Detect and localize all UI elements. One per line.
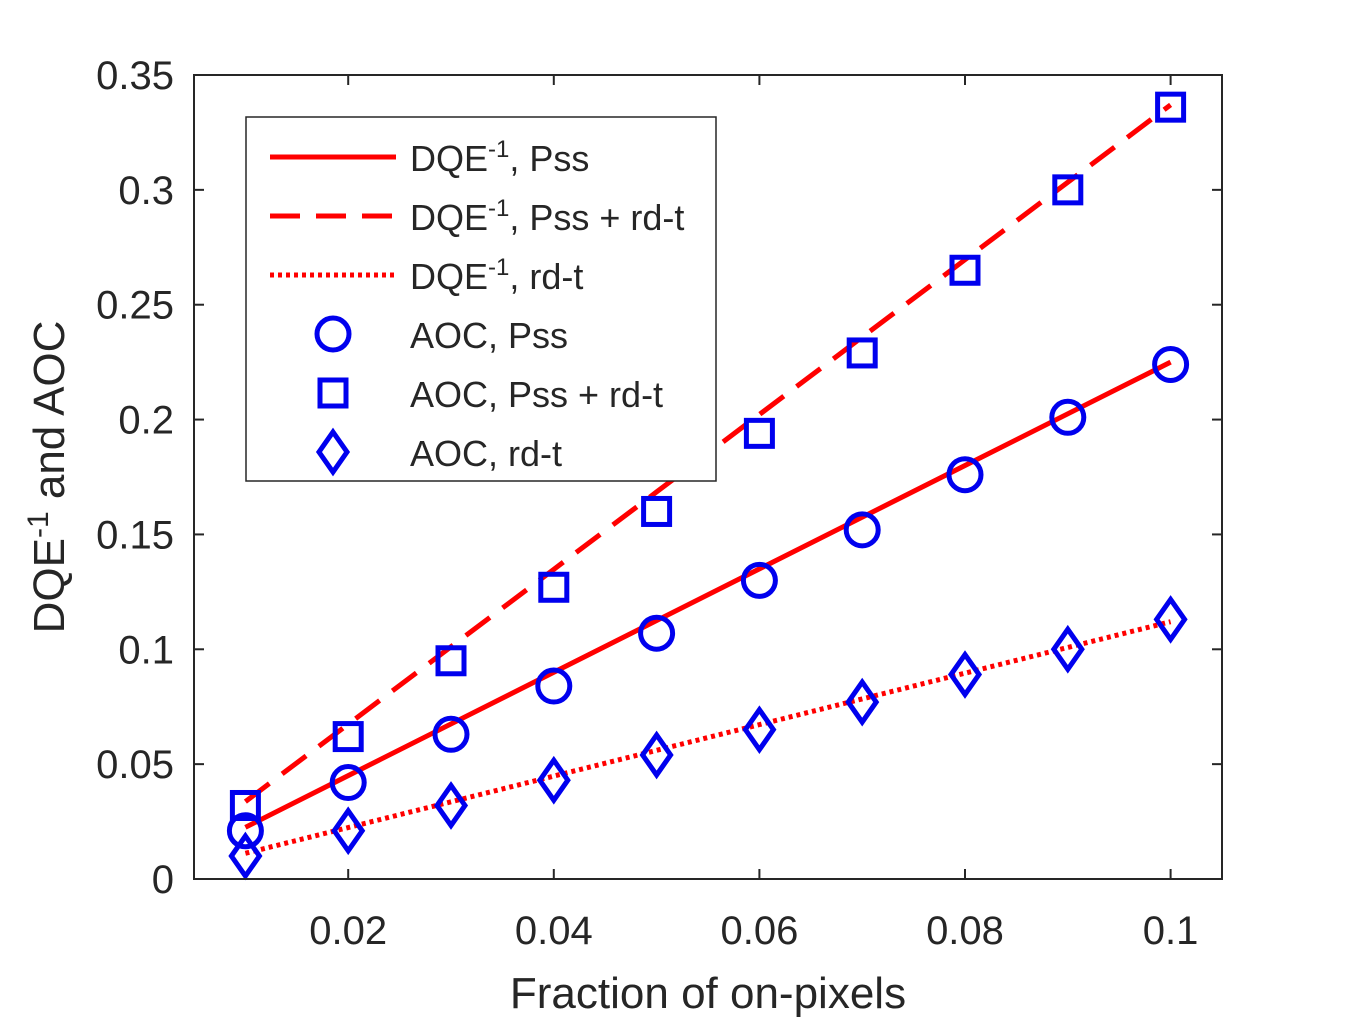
data-point-square [1155, 91, 1187, 123]
legend-label: AOC, rd-t [410, 433, 562, 474]
y-axis-label: DQE-1 and AOC [22, 321, 74, 634]
legend-label-main: AOC, Pss + rd-t [410, 374, 663, 415]
legend-label-rest: , Pss [509, 138, 589, 179]
data-point-circle [535, 667, 573, 705]
data-point-square [435, 645, 467, 677]
legend-label-main: DQE [410, 138, 488, 179]
data-point-diamond [331, 806, 366, 856]
data-point-diamond [947, 650, 983, 699]
data-point-diamond [1050, 624, 1085, 674]
y-tick-label: 0.25 [96, 284, 174, 328]
legend-label-main: AOC, Pss [410, 315, 568, 356]
y-tick-label: 0.3 [118, 169, 174, 213]
x-tick-label: 0.06 [720, 909, 798, 953]
data-point-circle [638, 614, 676, 652]
series-line [244, 359, 1172, 830]
data-point-square [641, 495, 673, 527]
series-line [244, 619, 1172, 856]
y-tick-label: 0.35 [96, 54, 174, 98]
y-tick-label: 0.15 [96, 513, 174, 557]
data-point-circle [740, 561, 778, 599]
legend-label-sup: -1 [488, 136, 509, 163]
legend-label-sup: -1 [488, 254, 509, 281]
data-point-circle [946, 456, 984, 494]
y-axis: 0 0.05 0.1 0.15 0.2 0.25 0.3 0.35 [96, 54, 1222, 902]
x-tick-label: 0.02 [309, 909, 387, 953]
data-point-diamond [433, 781, 469, 830]
legend-label: AOC, Pss [410, 315, 568, 356]
x-tick-label: 0.08 [926, 909, 1004, 953]
y-tick-label: 0.05 [96, 743, 174, 787]
x-axis: 0.02 0.04 0.06 0.08 0.1 [309, 75, 1198, 953]
data-point-circle [432, 715, 470, 753]
legend-label: AOC, Pss + rd-t [410, 374, 663, 415]
data-point-circle [329, 764, 367, 802]
data-point-diamond [228, 831, 263, 881]
legend-label-main: AOC, rd-t [410, 433, 562, 474]
data-point-square [846, 337, 878, 369]
series-markers [226, 91, 1190, 881]
legend-label-rest: , rd-t [509, 256, 583, 297]
legend-label: DQE-1, Pss [410, 136, 589, 179]
legend-swatch-circle [314, 315, 352, 353]
data-point-circle [226, 812, 264, 850]
data-point-circle [1049, 398, 1087, 436]
x-tick-label: 0.04 [515, 909, 593, 953]
legend-swatch-square [317, 377, 349, 409]
data-point-diamond [742, 705, 777, 755]
data-point-square [743, 417, 775, 449]
data-point-circle [843, 511, 881, 549]
data-point-square [538, 571, 570, 603]
y-axis-label-sup: -1 [22, 511, 55, 538]
legend-label: DQE-1, Pss + rd-t [410, 195, 684, 238]
y-axis-label-rest: and AOC [25, 321, 74, 512]
legend-label-main: DQE [410, 256, 488, 297]
data-point-square [1052, 174, 1084, 206]
data-point-diamond [1153, 595, 1188, 644]
y-tick-label: 0 [152, 858, 174, 902]
legend-swatch-diamond [315, 427, 351, 477]
data-point-square [332, 721, 364, 753]
x-axis-label: Fraction of on-pixels [510, 969, 906, 1018]
data-point-diamond [639, 730, 674, 780]
x-tick-label: 0.1 [1143, 909, 1199, 953]
y-axis-label-main: DQE [25, 538, 74, 633]
plot-frame [193, 74, 1223, 880]
legend-label-sup: -1 [488, 195, 509, 222]
data-point-square [229, 789, 261, 821]
y-tick-label: 0.2 [118, 399, 174, 443]
legend-label-main: DQE [410, 197, 488, 238]
data-point-diamond [845, 677, 880, 727]
legend-label: DQE-1, rd-t [410, 254, 583, 297]
data-point-circle [1152, 345, 1190, 383]
y-tick-label: 0.1 [118, 628, 174, 672]
data-point-diamond [536, 755, 571, 805]
legend-box [245, 116, 717, 482]
data-point-square [949, 254, 981, 286]
legend-label-rest: , Pss + rd-t [509, 197, 684, 238]
